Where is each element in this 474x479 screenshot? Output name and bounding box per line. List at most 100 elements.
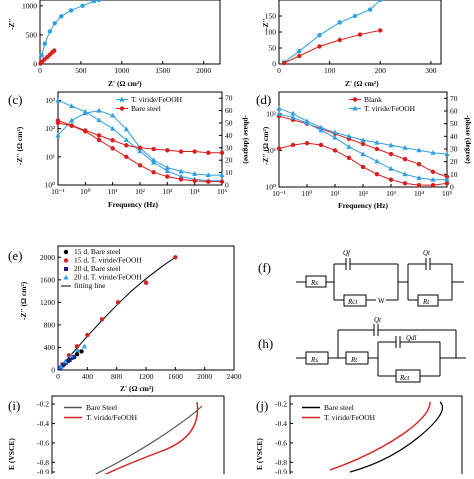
data-point (85, 332, 90, 338)
y-tick-label: 800 (44, 320, 56, 329)
y-tick-label: 10⁰ (265, 183, 276, 192)
data-point (173, 255, 178, 260)
data-point (55, 97, 61, 103)
x-tick-label: 10⁻¹ (272, 189, 286, 198)
y-tick-label: 100 (265, 28, 277, 37)
series-line-viride (329, 401, 431, 471)
data-point (165, 174, 170, 179)
e-ylabel: -Z'' (Ω cm²) (19, 281, 28, 320)
x-tick-label: 200 (375, 66, 387, 75)
y-tick-label: 10¹ (45, 152, 55, 161)
data-point (74, 344, 80, 349)
data-point (297, 49, 302, 54)
x-tick-label: 10² (135, 187, 146, 196)
label-rs: Rs (310, 279, 318, 287)
data-point (332, 134, 338, 140)
panel-label-d: (d) (256, 92, 271, 107)
data-point (96, 137, 102, 143)
data-point (444, 181, 450, 186)
data-point (164, 164, 170, 170)
data-point (304, 120, 310, 126)
x-tick-label: 10⁰ (80, 187, 91, 196)
data-point (52, 48, 57, 53)
series-line (278, 107, 448, 155)
panel-f-circuit: (f) Rs Qf Rct W Qt Rt (258, 249, 464, 307)
data-point (332, 129, 338, 135)
data-point (83, 129, 88, 134)
y2-tick-label: 0 (225, 181, 229, 190)
data-point (124, 143, 129, 148)
data-point (444, 174, 450, 180)
panel-b: -Z'' Z' (Ω cm²) 0 100 200 300 0 50 100 150 (261, 0, 442, 88)
label-qdl: Qdl (406, 334, 417, 342)
data-point (124, 154, 129, 160)
y-tick-label: 50 (269, 44, 277, 53)
data-point (360, 137, 366, 143)
y-tick-label: -0.8 (275, 458, 287, 467)
legend-entry: Bare steel (324, 403, 354, 412)
panel-d: (d) -Z'' (Ω cm²) -phase (degree) Frequen… (256, 91, 473, 210)
panel-c: (c) -Z'' (Ω cm²) -phase (degree) Frequen… (8, 91, 251, 209)
y2-tick-label: 50 (225, 119, 233, 128)
label-rct: Rct (399, 374, 410, 382)
legend-entry: Blank (364, 95, 382, 104)
data-point (69, 103, 75, 109)
e-xlabel: Z' (Ω cm²) (120, 384, 154, 393)
data-point (430, 176, 436, 182)
data-point (346, 155, 352, 160)
y2-tick-label: 70 (450, 94, 458, 103)
data-point (219, 179, 225, 184)
legend-marker (352, 105, 358, 111)
legend-marker (63, 258, 69, 263)
panel-label-i: (i) (8, 398, 20, 413)
data-point (444, 176, 450, 182)
b-ylabel: -Z'' (261, 18, 270, 30)
data-point (164, 168, 170, 173)
data-point (79, 349, 84, 354)
data-point (318, 142, 324, 148)
panel-h-circuit: (h) Rs Qt Rt Qdl Rct (258, 316, 466, 383)
data-point (143, 280, 149, 285)
data-point (192, 171, 198, 176)
data-point (337, 37, 342, 43)
data-point (281, 60, 287, 66)
data-point (165, 148, 170, 153)
data-point (206, 179, 211, 184)
y-tick-label: -0.8 (37, 458, 49, 467)
data-point (60, 363, 65, 368)
panel-e: (e) -Z'' (Ω cm²) Z' (Ω cm²) 0 400 800 1200 1… (8, 245, 242, 393)
data-point (388, 151, 394, 157)
legend-entry: 20 d, Bare steel (74, 264, 121, 273)
data-point (178, 149, 184, 154)
data-point (337, 20, 342, 25)
data-point (110, 112, 116, 118)
data-point (416, 162, 422, 167)
data-point (151, 159, 157, 165)
data-point (178, 177, 184, 182)
panel-i: (i) E (VSCE) -0.2 -0.4 -0.6 -0.8-0.9 Bare St… (7, 395, 225, 477)
y-tick-label: 0 (33, 60, 37, 69)
data-point (96, 0, 102, 3)
data-point (137, 148, 143, 154)
data-point (72, 355, 77, 360)
d-ylabel: -Z'' (Ω cm²) (261, 126, 270, 165)
data-point (151, 146, 156, 152)
data-point (151, 170, 156, 175)
legend-entry: 15 d, Bare steel (74, 247, 121, 256)
data-point (378, 28, 383, 33)
y-tick-label: 0 (51, 366, 55, 375)
label-qt: Qt (423, 249, 431, 257)
x-tick-label: 10³ (162, 187, 173, 196)
x-tick-label: 1000 (114, 66, 129, 75)
data-point (352, 13, 358, 19)
label-w: W (378, 297, 385, 305)
data-point (402, 181, 408, 186)
panel-label-e: (e) (8, 248, 22, 263)
legend-entry: T. viride/FeOOH (86, 413, 138, 422)
legend-marker (119, 96, 125, 102)
y-tick-label: -0.6 (275, 438, 287, 447)
y2-tick-label: 40 (450, 132, 458, 141)
data-point (290, 142, 296, 148)
series-line-bare-steel (91, 405, 203, 477)
legend-entry: fitting line (74, 281, 106, 290)
